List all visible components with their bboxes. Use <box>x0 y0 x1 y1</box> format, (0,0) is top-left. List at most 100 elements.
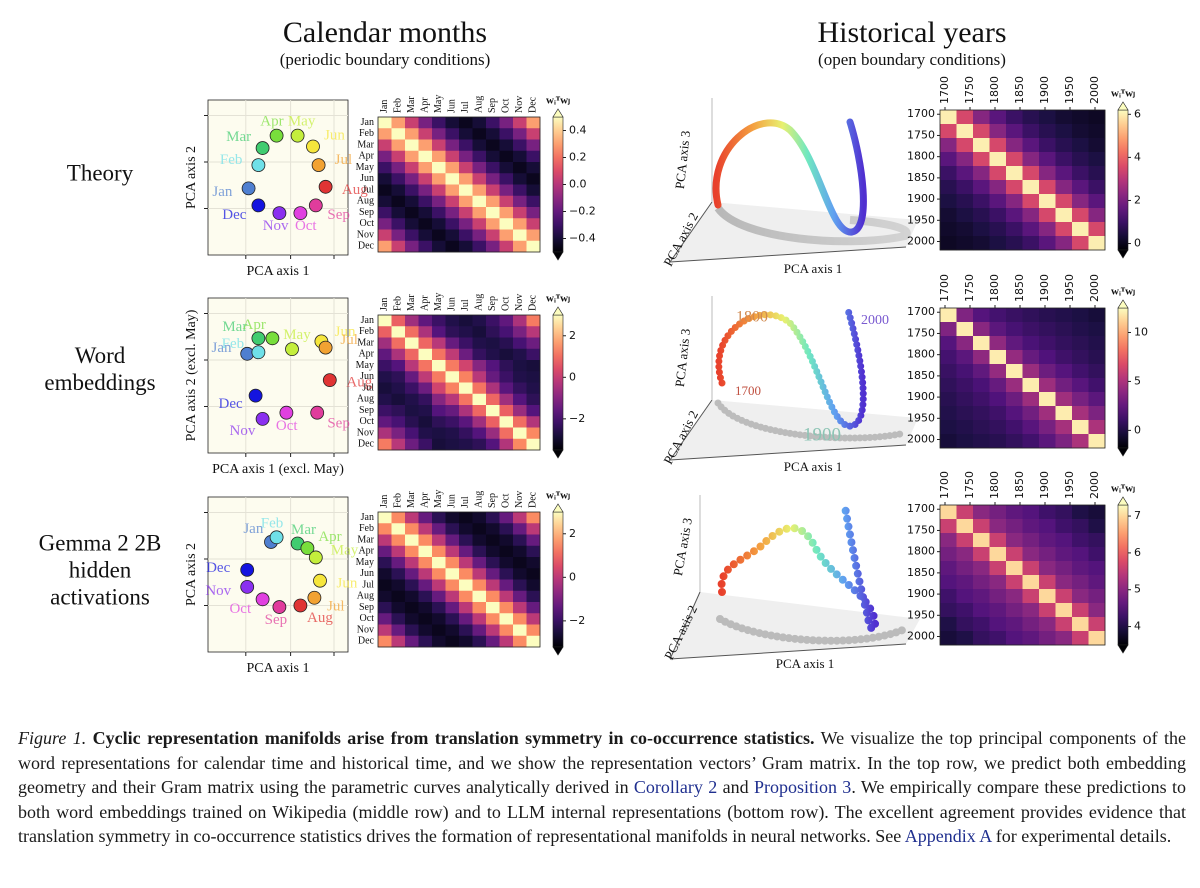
x-tick-label: 1750 <box>963 76 976 104</box>
heatmap-cell <box>432 326 446 338</box>
heatmap-cell <box>1022 547 1040 562</box>
heatmap-cell <box>940 420 957 435</box>
link[interactable]: Appendix A <box>904 826 992 847</box>
heatmap-cell <box>973 194 990 209</box>
heatmap-cell <box>432 218 446 230</box>
heatmap-cell <box>418 128 433 140</box>
column-title: Historical years <box>817 16 1006 49</box>
x-tick-label: Jun <box>447 99 458 113</box>
heatmap-cell <box>459 128 473 140</box>
axis-label: PCA axis 2 <box>184 543 199 606</box>
heatmap-cell <box>513 590 527 603</box>
heatmap-cell <box>973 180 990 195</box>
y-tick-label: Nov <box>357 624 374 635</box>
heatmap-cell <box>472 416 487 428</box>
y-tick-label: 1750 <box>907 128 935 141</box>
heatmap-cell <box>973 236 990 251</box>
heatmap-cell <box>499 128 514 140</box>
heatmap-cell <box>973 631 990 646</box>
heatmap-cell <box>526 635 541 648</box>
heatmap-cell <box>1022 575 1040 590</box>
heatmap-cell <box>1022 166 1040 181</box>
colorbar-tick-label: −2 <box>569 614 585 627</box>
embedding-3d: PCA axis 1 PCA axis 2 PCA axis 3 <box>661 495 920 671</box>
x-tick-label: Jan <box>379 298 390 311</box>
heatmap-cell <box>418 150 433 163</box>
heatmap-cell <box>486 348 500 361</box>
heatmap-cell <box>405 371 419 383</box>
heatmap-cell <box>940 519 957 534</box>
heatmap-cell <box>486 557 500 569</box>
heatmap-cell <box>378 173 392 185</box>
heatmap-cell <box>973 322 990 337</box>
heatmap-cell <box>940 406 957 421</box>
axis-label: PCA axis 1 <box>246 661 309 676</box>
heatmap-cell <box>459 393 473 406</box>
heatmap-cell <box>445 405 460 417</box>
heatmap-cell <box>973 336 990 351</box>
x-tick-label: Feb <box>393 493 404 508</box>
heatmap-cell <box>1088 194 1106 209</box>
heatmap-cell <box>1072 378 1089 393</box>
link[interactable]: Corollary 2 <box>633 777 718 798</box>
point <box>272 206 287 221</box>
heatmap-cell <box>513 184 527 197</box>
axis-label: PCA axis 1 <box>246 264 309 279</box>
heatmap-cell <box>1055 110 1073 125</box>
y-tick-label: 1850 <box>907 369 935 382</box>
colorbar-tick-label: 4 <box>1134 620 1141 633</box>
heatmap-cell <box>486 579 500 592</box>
heatmap-cell <box>378 326 392 338</box>
heatmap-cell <box>1039 406 1056 421</box>
y-tick-label: 1750 <box>907 326 935 339</box>
heatmap-cell <box>940 547 957 562</box>
heatmap-cell <box>378 523 392 535</box>
heatmap-cell <box>956 406 974 421</box>
heatmap-cell <box>378 195 392 208</box>
heatmap-cell <box>432 393 446 406</box>
heatmap-cell <box>940 208 957 223</box>
heatmap-cell <box>418 624 433 637</box>
heatmap-cell <box>1022 561 1040 576</box>
point-label: Aug <box>307 610 333 626</box>
y-tick-label: Sep <box>359 602 374 613</box>
heatmap-cell <box>513 557 527 569</box>
heatmap-cell <box>526 590 541 603</box>
heatmap-cell <box>1006 236 1023 251</box>
heatmap-cell <box>526 337 541 350</box>
heatmap-cell <box>973 138 990 153</box>
heatmap-cell <box>1022 392 1040 407</box>
heatmap-cell <box>1022 180 1040 195</box>
heatmap-cell <box>432 613 446 625</box>
heatmap-cell <box>1022 378 1040 393</box>
x-tick-label: Jul <box>460 299 471 311</box>
heatmap-cell <box>472 207 487 219</box>
link[interactable]: Proposition 3 <box>753 777 852 798</box>
heatmap-cell <box>418 326 433 338</box>
row-label: Gemma 2 2B <box>39 530 162 555</box>
heatmap-cell <box>526 512 541 524</box>
heatmap-cell <box>459 337 473 350</box>
axis-label: PCA axis 2 (excl. May) <box>184 309 199 441</box>
heatmap-cell <box>486 416 500 428</box>
heatmap-cell <box>391 523 406 535</box>
heatmap-cell <box>1006 336 1023 351</box>
heatmap-cell <box>418 184 433 197</box>
heatmap-cell <box>486 568 500 580</box>
heatmap-cell <box>486 326 500 338</box>
heatmap-cell <box>391 162 406 174</box>
heatmap-cell <box>1039 547 1056 562</box>
heatmap-cell <box>499 579 514 592</box>
heatmap-cell <box>459 427 473 440</box>
heatmap-cell <box>391 602 406 614</box>
y-tick-label: Jul <box>362 579 374 590</box>
heatmap-cell <box>499 557 514 569</box>
heatmap-cell <box>432 360 446 372</box>
heatmap-cell <box>405 195 419 208</box>
colorbar-extend <box>1117 447 1129 457</box>
heatmap-cell <box>956 561 974 576</box>
heatmap-cell <box>445 568 460 580</box>
heatmap-cell <box>940 603 957 618</box>
heatmap-cell <box>1055 222 1073 237</box>
point-label: Nov <box>205 583 231 599</box>
